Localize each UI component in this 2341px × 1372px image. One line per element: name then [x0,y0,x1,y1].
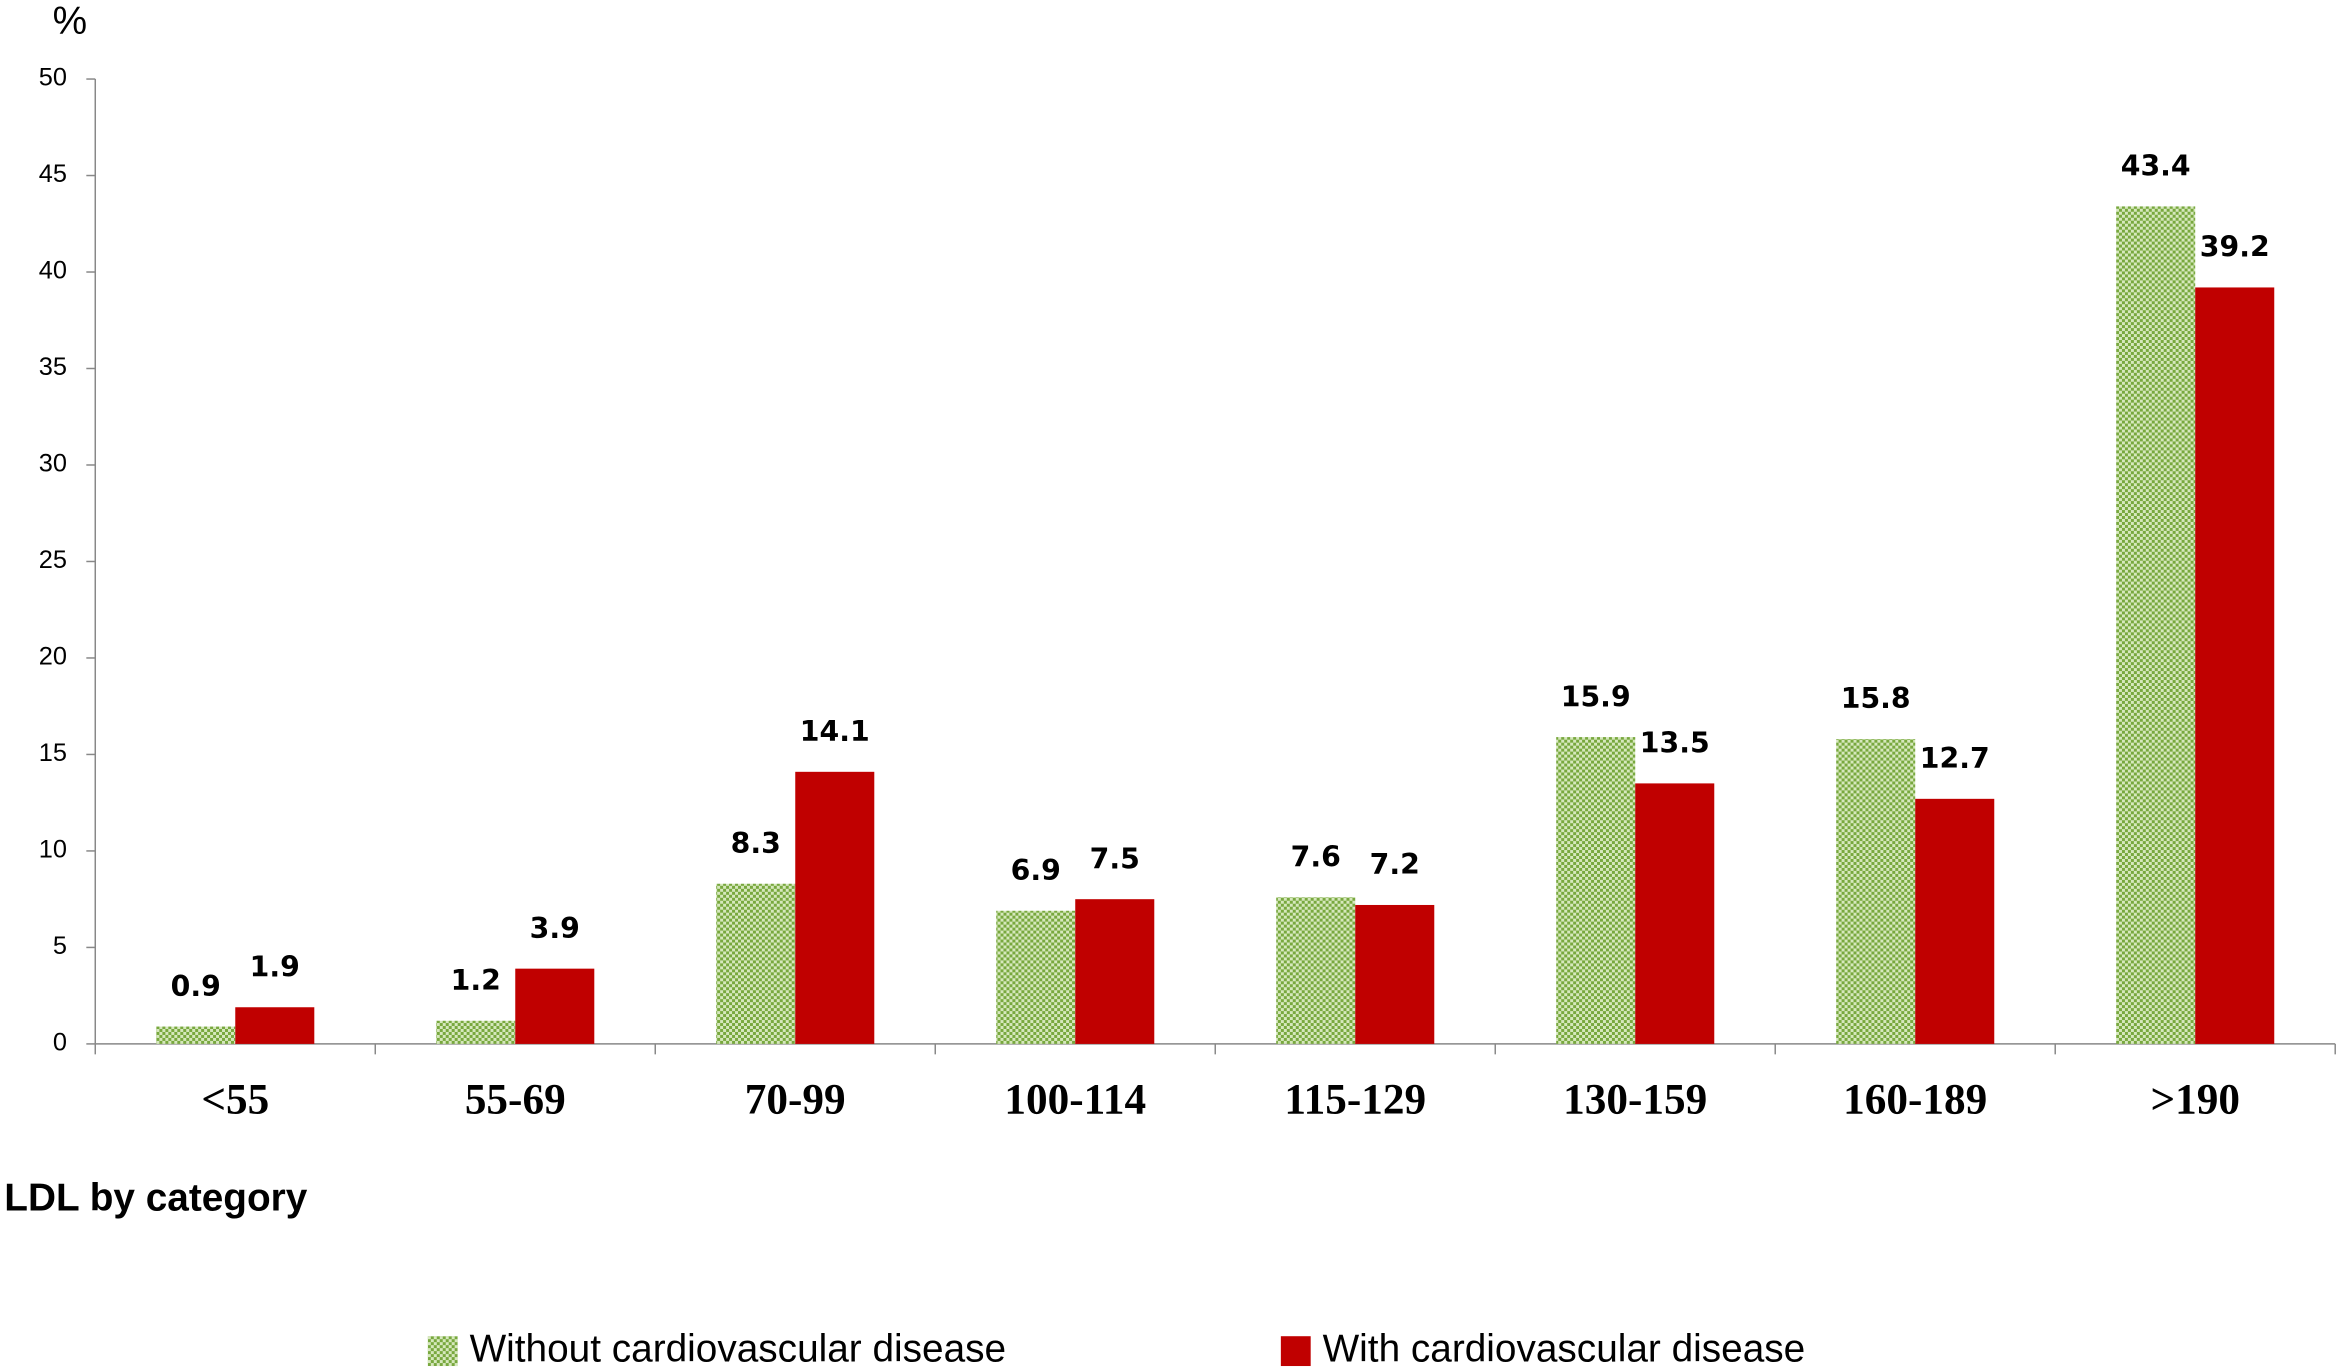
value-label: 14.1 [800,715,870,748]
bar [2116,206,2196,1044]
value-label: 0.9 [171,970,221,1003]
bar [1075,899,1155,1044]
y-tick-label: 45 [39,160,67,188]
legend-label: Without cardiovascular disease [470,1327,1007,1370]
y-tick-label: 10 [39,836,67,864]
x-tick-label: <55 [201,1075,269,1123]
value-label: 3.9 [530,912,580,945]
value-label: 43.4 [2121,150,2191,183]
y-tick-label: 40 [39,257,67,285]
bar [1556,737,1636,1044]
y-tick-label: 20 [39,643,67,671]
y-axis-label: % [53,0,87,43]
value-label: 7.2 [1370,848,1420,881]
value-label: 7.5 [1090,842,1140,875]
value-label: 6.9 [1011,854,1061,887]
x-tick-label: >190 [2150,1075,2240,1123]
x-axis-label: LDL by category [4,1177,307,1220]
bar [716,883,796,1044]
y-tick-label: 5 [53,932,67,960]
x-tick-label: 115-129 [1284,1075,1426,1123]
y-tick-label: 30 [39,450,67,478]
y-tick-label: 0 [53,1029,67,1057]
bar [795,771,875,1044]
value-label: 8.3 [731,827,781,860]
y-tick-label: 35 [39,353,67,381]
value-label: 15.9 [1561,680,1631,713]
x-tick-label: 130-159 [1563,1075,1707,1123]
x-tick-label: 70-99 [745,1075,846,1123]
bar [515,968,595,1044]
bar [436,1020,516,1044]
x-tick-label: 100-114 [1004,1075,1146,1123]
bar [235,1007,315,1044]
value-label: 13.5 [1640,727,1710,760]
bar [996,910,1076,1044]
y-tick-label: 25 [39,546,67,574]
legend-label: With cardiovascular disease [1323,1327,1806,1370]
bar [1915,798,1995,1044]
bar [2195,287,2275,1044]
value-label: 7.6 [1291,840,1341,873]
value-label: 12.7 [1920,742,1990,775]
value-label: 39.2 [2200,231,2270,264]
value-label: 1.9 [250,950,300,983]
bar [1836,739,1916,1044]
legend-swatch [1280,1336,1311,1367]
y-tick-label: 15 [39,739,67,767]
y-tick-label: 50 [39,64,67,92]
legend-swatch [427,1336,458,1367]
bar [1635,783,1715,1044]
bar [1355,904,1435,1044]
bar [156,1026,236,1044]
x-tick-label: 160-189 [1843,1075,1987,1123]
value-label: 15.8 [1841,682,1911,715]
bar [1276,897,1356,1044]
value-label: 1.2 [451,964,501,997]
x-tick-label: 55-69 [465,1075,566,1123]
